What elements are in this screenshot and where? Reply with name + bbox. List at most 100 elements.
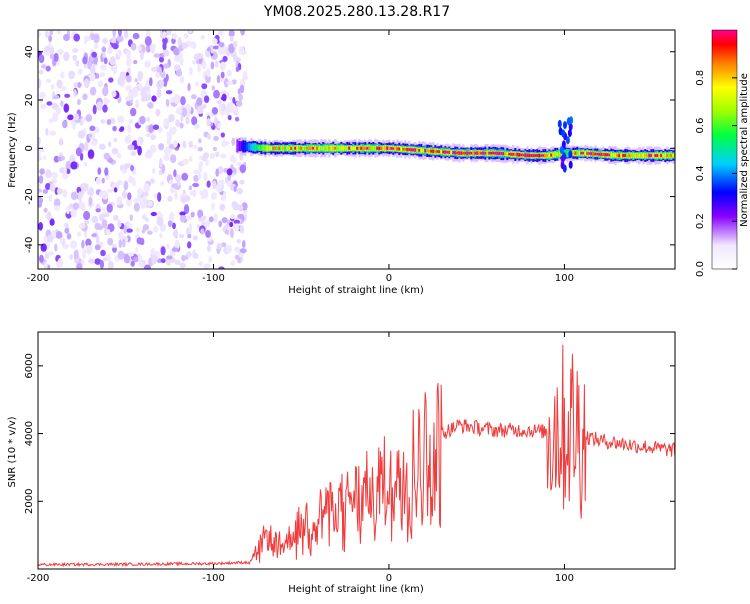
noise-speck: [128, 119, 134, 124]
noise-speck: [57, 257, 64, 268]
noise-speck: [188, 30, 193, 34]
noise-speck: [183, 204, 190, 215]
figure-title: YM08.2025.280.13.28.R17: [263, 4, 450, 20]
noise-speck: [239, 248, 247, 254]
noise-speck: [170, 257, 176, 263]
noise-speck: [38, 137, 41, 147]
noise-speck: [118, 239, 123, 249]
y-tick-label: 20: [24, 94, 35, 107]
noise-speck: [156, 216, 164, 227]
noise-speck: [81, 202, 86, 212]
noise-speck: [47, 251, 55, 256]
spectrogram-band-cell: [450, 150, 453, 155]
noise-speck: [70, 209, 75, 217]
noise-speck: [219, 102, 223, 113]
noise-speck: [118, 231, 124, 240]
noise-speck: [89, 72, 96, 82]
noise-speck: [73, 250, 79, 260]
spectrogram-band-cell: [452, 151, 455, 155]
spectrogram-band-cell: [552, 153, 555, 157]
noise-speck: [87, 189, 92, 196]
noise-speck: [230, 228, 234, 239]
noise-speck: [60, 155, 65, 161]
spectrogram-band-cell: [514, 153, 517, 156]
noise-speck: [150, 248, 155, 255]
noise-speck: [64, 227, 70, 234]
noise-speck: [119, 126, 125, 132]
noise-speck: [123, 163, 129, 170]
noise-speck: [123, 253, 130, 264]
spectrogram-band-cell: [666, 153, 669, 158]
noise-speck: [214, 60, 219, 68]
noise-speck: [142, 191, 149, 197]
spectrogram-band-cell: [274, 146, 277, 151]
noise-speck: [163, 63, 170, 69]
noise-speck: [136, 137, 142, 147]
spectrogram-band-cell: [630, 153, 633, 158]
spectrogram-band-cell: [394, 147, 397, 151]
spectrogram-burst-cell: [566, 117, 571, 126]
noise-speck: [80, 183, 88, 190]
noise-speck: [179, 75, 185, 84]
spectrogram-band-cell: [548, 154, 551, 157]
spectrogram-band-cell: [416, 148, 419, 152]
noise-speck: [43, 207, 48, 213]
noise-speck: [103, 97, 108, 103]
noise-speck: [219, 203, 226, 211]
spectrogram-band-cell: [522, 153, 525, 157]
spectrogram-band-cell: [616, 153, 619, 158]
noise-speck: [51, 171, 58, 179]
spectrogram-band-cell: [644, 153, 647, 158]
noise-speck: [215, 151, 220, 158]
noise-speck: [73, 89, 77, 97]
noise-speck: [84, 220, 90, 225]
spectrogram-burst-cell: [568, 160, 573, 169]
noise-speck: [97, 167, 102, 175]
noise-speck: [222, 55, 228, 62]
noise-speck: [162, 31, 167, 39]
noise-speck: [77, 191, 83, 201]
noise-speck: [106, 119, 112, 125]
noise-speck: [149, 43, 156, 52]
noise-speck: [83, 210, 91, 221]
noise-speck: [137, 188, 143, 195]
spectrogram-band-cell: [588, 152, 591, 155]
noise-speck: [107, 188, 113, 193]
spectrogram-band-cell: [624, 154, 627, 157]
spectrogram-band-cell: [414, 148, 417, 152]
noise-speck: [126, 49, 131, 60]
noise-speck: [220, 71, 225, 79]
spectrogram-band-cell: [632, 154, 635, 157]
noise-speck: [171, 32, 178, 40]
noise-speck: [124, 96, 132, 102]
noise-speck: [167, 30, 172, 36]
noise-speck: [38, 197, 44, 205]
noise-speck: [132, 177, 136, 187]
spectrogram-band-cell: [324, 146, 327, 150]
noise-speck: [124, 135, 132, 144]
spectrogram-band-cell: [472, 151, 475, 155]
noise-speck: [229, 214, 236, 220]
x-tick-label: 0: [386, 573, 392, 584]
noise-speck: [159, 79, 164, 87]
spectrogram-band-cell: [284, 146, 287, 151]
spectrogram-band-cell: [432, 149, 435, 153]
spectrogram-band-cell: [396, 147, 399, 151]
spectrogram-band-cell: [546, 154, 549, 157]
noise-speck: [105, 228, 111, 235]
noise-speck: [147, 102, 154, 109]
noise-speck: [130, 260, 135, 267]
noise-speck: [83, 78, 90, 89]
noise-speck: [152, 124, 159, 130]
noise-speck: [205, 158, 209, 166]
spectrogram-band-cell: [542, 154, 545, 157]
spectrogram-band-cell: [408, 148, 411, 151]
noise-speck: [76, 262, 83, 269]
noise-speck: [117, 250, 125, 260]
spectrogram-band-cell: [664, 153, 667, 158]
noise-speck: [198, 261, 203, 267]
noise-speck: [81, 239, 85, 249]
noise-speck: [117, 221, 122, 228]
spectrogram-band-cell: [500, 152, 503, 155]
noise-speck: [175, 119, 180, 128]
